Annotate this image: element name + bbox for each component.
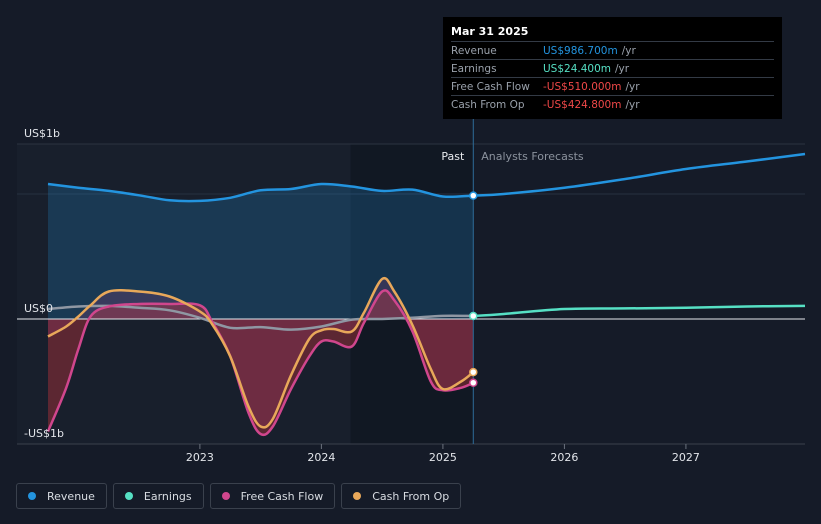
legend-label: Cash From Op	[372, 489, 450, 503]
x-tick-label: 2023	[186, 451, 214, 464]
x-tick-label: 2024	[307, 451, 335, 464]
tooltip-row-cash-from-op: Cash From Op -US$424.800m /yr	[451, 95, 774, 113]
tooltip-label: Revenue	[451, 44, 497, 57]
tooltip-row-earnings: Earnings US$24.400m /yr	[451, 59, 774, 77]
legend-dot-icon	[221, 492, 230, 500]
tooltip-unit: /yr	[615, 62, 630, 75]
legend-label: Earnings	[143, 489, 192, 503]
tooltip-unit: /yr	[621, 44, 636, 57]
x-tick-label: 2026	[550, 451, 578, 464]
forecast-label: Analysts Forecasts	[481, 150, 584, 163]
y-tick-label: US$0	[24, 302, 53, 315]
y-tick-label: -US$1b	[24, 427, 64, 440]
earnings-marker	[469, 311, 478, 321]
tooltip-value: US$986.700m	[543, 44, 618, 57]
cash-from-op-marker	[469, 367, 478, 377]
cash-from-op-line	[47, 276, 475, 429]
legend-item-revenue[interactable]: Revenue	[16, 483, 107, 509]
tooltip-unit: /yr	[625, 80, 640, 93]
legend: Revenue Earnings Free Cash Flow Cash Fro…	[16, 483, 462, 509]
tooltip-row-free-cash-flow: Free Cash Flow -US$510.000m /yr	[451, 77, 774, 95]
earnings-line-forecast	[473, 304, 806, 318]
legend-dot-icon	[124, 492, 133, 500]
past-label: Past	[441, 150, 465, 163]
chart-area: US$1b US$0 -US$1b 2023 2024 2025 2026 2027 Past A…	[17, 96, 806, 464]
tooltip-label: Earnings	[451, 62, 497, 75]
y-tick-label: US$1b	[24, 127, 60, 140]
tooltip-label: Cash From Op	[451, 98, 525, 111]
legend-label: Revenue	[47, 489, 95, 503]
legend-item-earnings[interactable]: Earnings	[112, 483, 204, 509]
legend-dot-icon	[28, 492, 36, 500]
revenue-marker	[469, 191, 478, 200]
free-cash-flow-marker	[469, 378, 478, 387]
tooltip: Mar 31 2025 Revenue US$986.700m /yr Earn…	[443, 17, 782, 119]
legend-item-free-cash-flow[interactable]: Free Cash Flow	[209, 483, 336, 509]
free-cash-flow-line	[46, 289, 474, 437]
free-cash-flow-area	[48, 290, 474, 435]
tooltip-date: Mar 31 2025	[451, 25, 529, 38]
legend-dot-icon	[353, 492, 362, 500]
tooltip-value: -US$510.000m	[543, 80, 622, 93]
x-tick-label: 2025	[429, 451, 457, 464]
x-tick-label: 2027	[672, 451, 700, 464]
tooltip-row-revenue: Revenue US$986.700m /yr	[451, 41, 774, 59]
tooltip-unit: /yr	[625, 98, 640, 111]
revenue-area	[48, 183, 474, 319]
legend-label: Free Cash Flow	[240, 489, 324, 503]
revenue-line	[47, 152, 806, 203]
legend-item-cash-from-op[interactable]: Cash From Op	[341, 483, 462, 509]
tooltip-value: US$24.400m	[543, 62, 611, 75]
tooltip-value: -US$424.800m	[543, 98, 622, 111]
tooltip-label: Free Cash Flow	[451, 80, 530, 93]
